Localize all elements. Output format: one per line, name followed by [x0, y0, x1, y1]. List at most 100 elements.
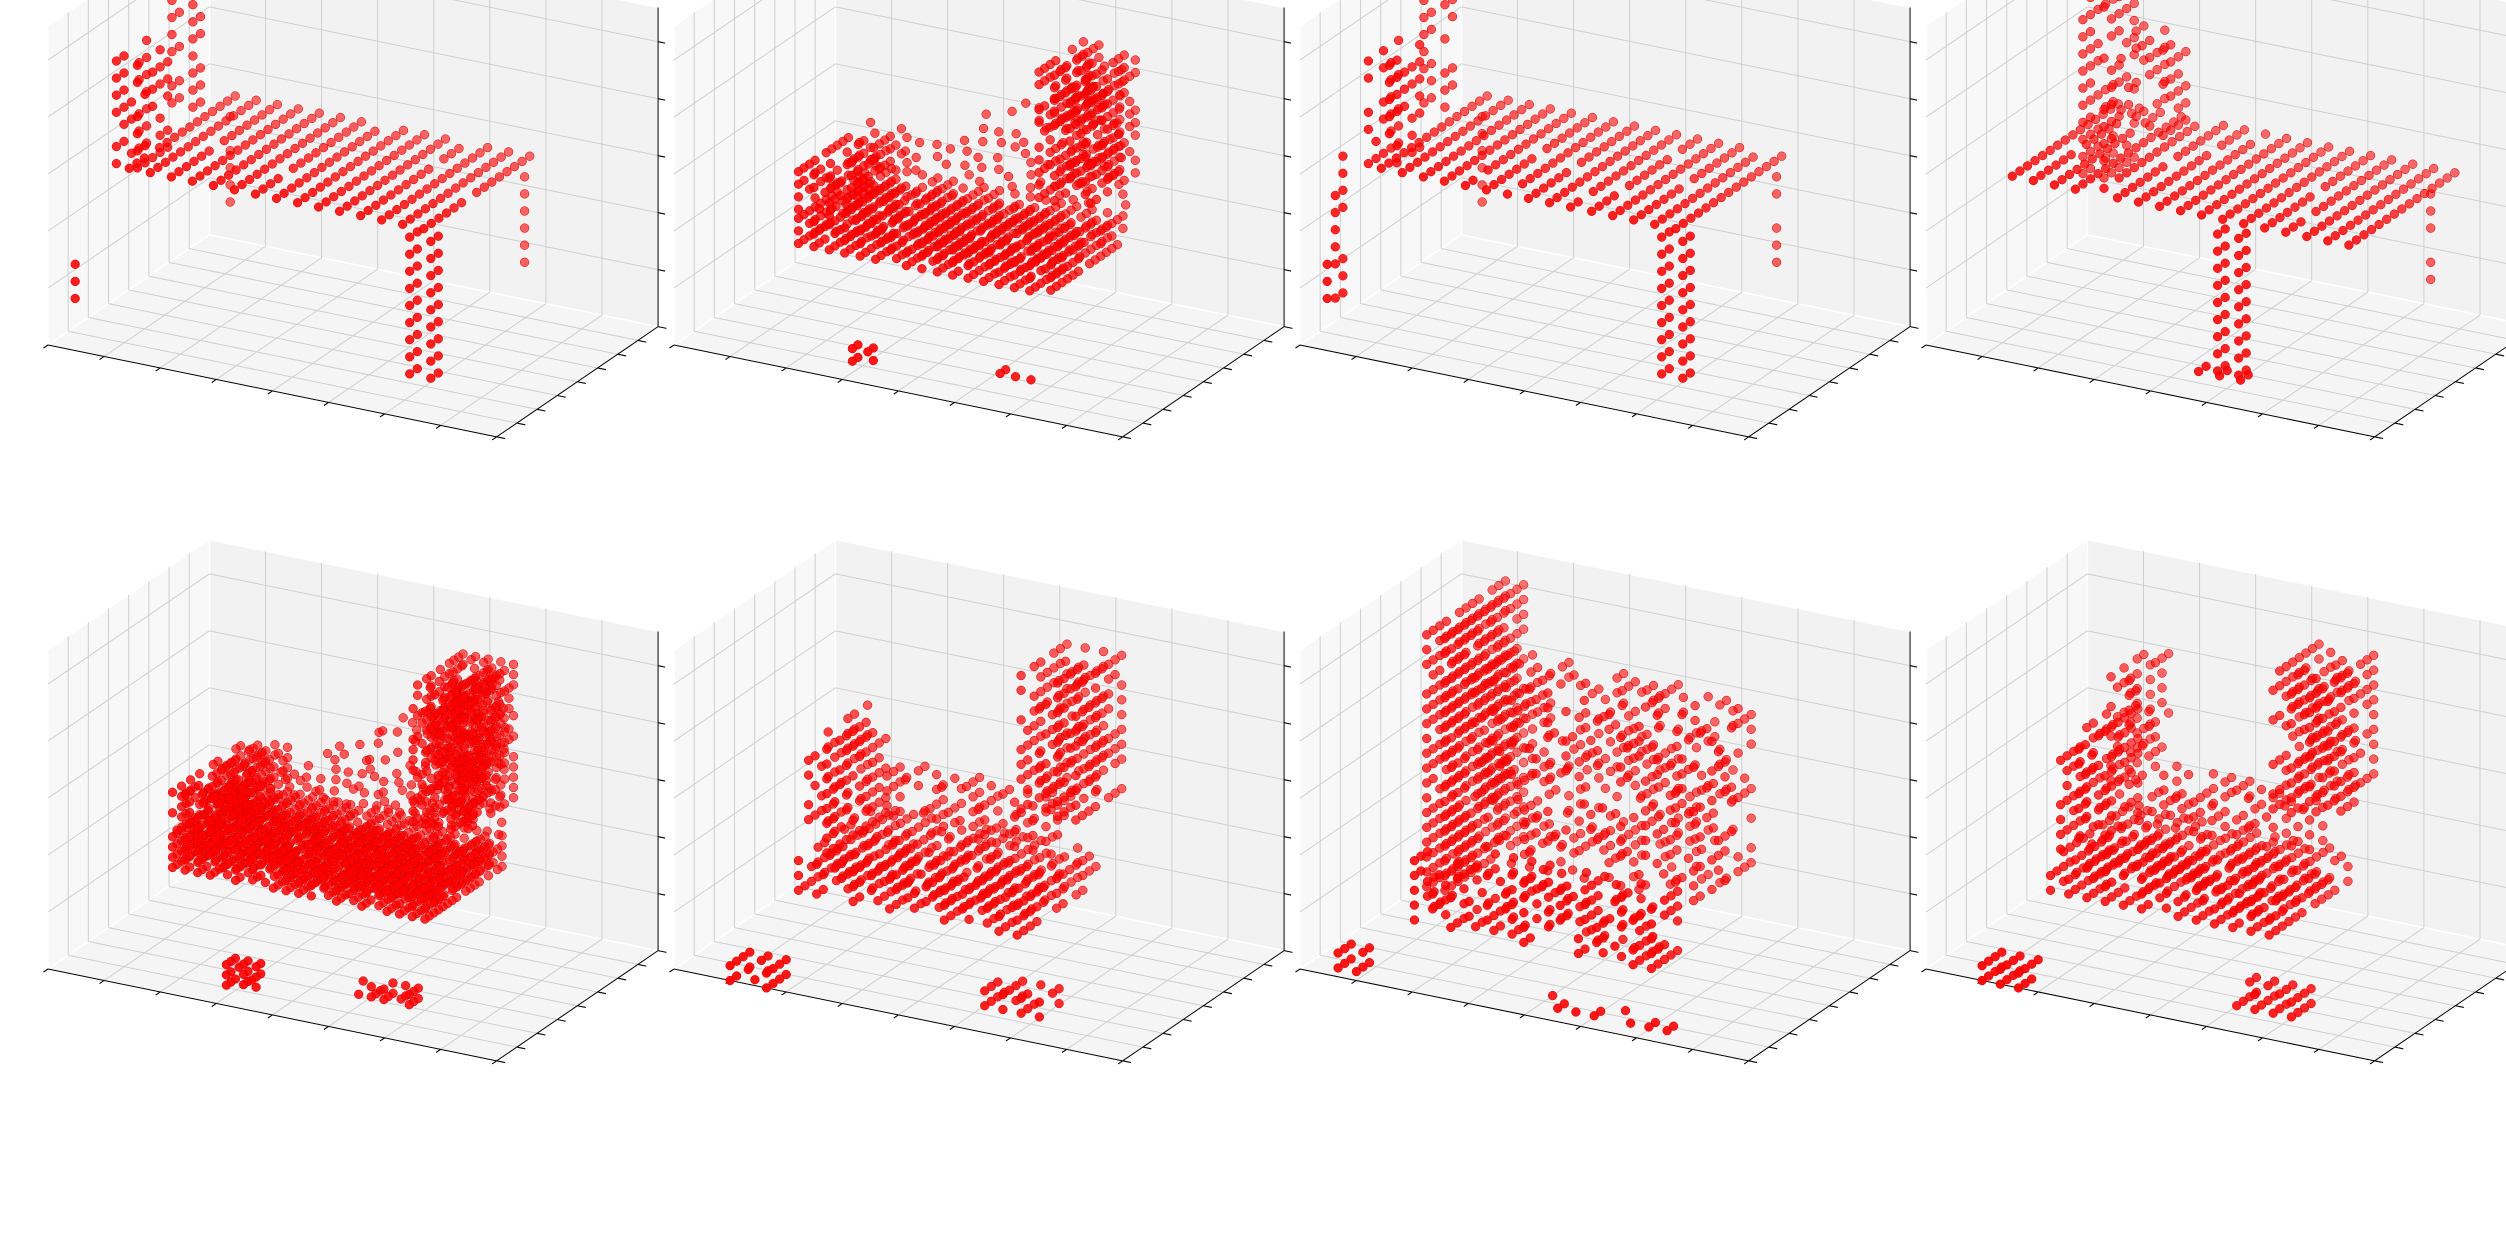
grid-line	[47, 687, 210, 799]
voxel-point	[1444, 117, 1455, 127]
voxel-point	[525, 151, 535, 161]
voxel-point	[450, 790, 461, 801]
voxel-point	[433, 821, 443, 832]
voxel-point	[1462, 161, 1472, 171]
voxel-point	[2191, 195, 2201, 206]
voxel-point	[278, 114, 288, 124]
voxel-point	[2117, 133, 2128, 144]
voxel-point	[119, 102, 129, 112]
voxel-point	[332, 152, 342, 162]
grid-line	[1703, 0, 1911, 43]
voxel-point	[241, 770, 252, 780]
voxel-point	[1496, 174, 1507, 185]
voxel-point	[1489, 179, 1499, 190]
voxel-point	[2106, 65, 2117, 75]
voxel-point	[1517, 105, 1527, 115]
z-tick	[1283, 41, 1292, 44]
voxel-point	[405, 369, 415, 379]
voxel-point	[977, 162, 987, 173]
voxel-point	[2145, 35, 2155, 46]
voxel-point	[1020, 148, 1031, 159]
voxel-point	[912, 228, 923, 238]
voxel-point	[306, 891, 316, 901]
voxel-point	[1393, 121, 1404, 131]
voxel-point	[319, 873, 329, 883]
voxel-point	[431, 853, 441, 864]
voxel-point	[2158, 79, 2168, 89]
voxel-point	[2181, 81, 2191, 91]
voxel-point	[140, 89, 150, 100]
voxel-point	[2078, 179, 2088, 189]
voxel-point	[410, 155, 420, 165]
voxel-point	[2194, 156, 2204, 166]
voxel-point	[482, 142, 493, 153]
voxel-point	[1701, 203, 1711, 213]
voxel-point	[246, 155, 256, 165]
voxel-point	[983, 193, 994, 203]
voxel-point	[2249, 174, 2260, 184]
voxel-point	[2269, 198, 2279, 208]
voxel-point	[1084, 776, 1094, 787]
voxel-point	[2022, 161, 2033, 171]
voxel-point	[1065, 111, 1075, 121]
voxel-point	[430, 179, 440, 189]
voxel-point	[1527, 154, 1537, 164]
voxel-point	[374, 870, 384, 880]
voxel-point	[1546, 178, 1556, 188]
voxel-point	[948, 270, 958, 280]
voxel-point	[382, 886, 392, 896]
x-tick	[2201, 401, 2207, 406]
voxel-point	[344, 181, 354, 192]
voxel-point	[1415, 91, 1425, 101]
voxel-point	[455, 726, 465, 736]
voxel-point	[1041, 821, 1051, 832]
voxel-point	[1687, 193, 1698, 204]
voxel-point	[2398, 184, 2409, 194]
voxel-point	[371, 200, 381, 210]
voxel-point	[1575, 177, 1585, 187]
voxel-point	[1651, 199, 1662, 210]
voxel-point	[1338, 168, 1348, 178]
voxel-point	[314, 785, 325, 795]
y-tick	[2495, 353, 2505, 357]
z-tick	[657, 98, 666, 101]
voxel-point	[1754, 167, 1764, 177]
voxel-point	[2220, 241, 2230, 251]
z-tick	[1909, 155, 1918, 158]
voxel-point	[1611, 171, 1621, 181]
voxel-point	[434, 676, 444, 687]
voxel-point	[278, 834, 289, 844]
grid-line	[1925, 177, 2088, 289]
voxel-point	[1477, 150, 1487, 161]
voxel-point	[1399, 148, 1409, 158]
voxel-point	[961, 781, 972, 792]
voxel-point	[269, 139, 279, 149]
voxel-point	[2309, 226, 2320, 236]
y-tick	[1243, 353, 1253, 357]
voxel-point	[200, 111, 210, 122]
voxel-point	[1566, 108, 1576, 118]
voxel-point	[2173, 52, 2183, 62]
voxel-point	[193, 867, 203, 878]
voxel-point	[2181, 46, 2191, 57]
voxel-point	[394, 878, 405, 888]
voxel-point	[2281, 133, 2292, 144]
voxel-point	[174, 167, 184, 177]
voxel-point	[874, 164, 884, 174]
voxel-point	[1678, 373, 1688, 383]
voxel-point	[1322, 259, 1332, 269]
voxel-point	[2108, 158, 2118, 168]
voxel-point	[1515, 124, 1525, 135]
grid-line	[1925, 0, 2015, 61]
voxel-point	[2243, 370, 2253, 380]
voxel-point	[1435, 142, 1445, 152]
voxel-point	[508, 762, 519, 772]
voxel-point	[273, 173, 283, 184]
voxel-point	[407, 891, 417, 901]
voxel-point	[1378, 148, 1389, 158]
voxel-point	[2085, 61, 2096, 71]
voxel-point	[279, 188, 289, 198]
voxel-point	[1678, 288, 1688, 298]
voxel-point	[2220, 275, 2230, 285]
voxel-point	[1117, 709, 1127, 720]
